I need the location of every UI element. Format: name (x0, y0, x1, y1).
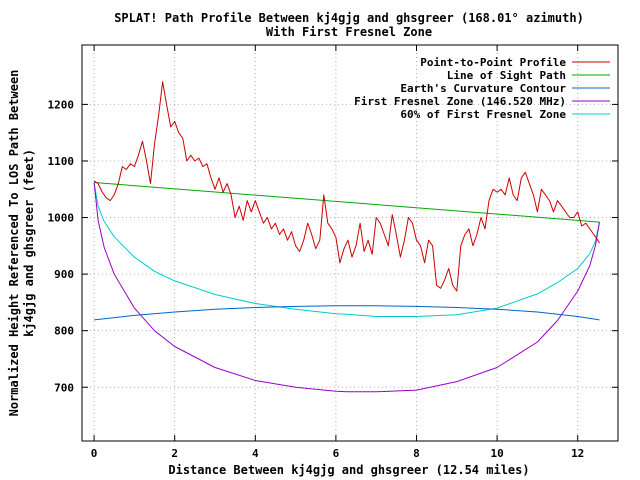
x-tick-label: 2 (171, 447, 178, 460)
series-line-earth-s-curvature-contour (94, 305, 600, 321)
y-axis-ticks: 700 800 900 1000 1100 1200 (48, 98, 618, 394)
x-tick-label: 4 (252, 447, 259, 460)
y-tick-label: 700 (54, 381, 74, 394)
x-tick-label: 8 (413, 447, 420, 460)
legend-label-60-of-first-fresnel-zone: 60% of First Fresnel Zone (400, 108, 566, 121)
y-axis-label-line1: Normalized Height Referenced To LOS Path… (7, 70, 21, 417)
y-axis-label-line2: kj4gjg and ghsgreer (feet) (22, 149, 36, 337)
y-tick-label: 900 (54, 268, 74, 281)
legend-label-point-to-point-profile: Point-to-Point Profile (420, 56, 566, 69)
chart-title: SPLAT! Path Profile Between kj4gjg and g… (114, 11, 584, 25)
x-tick-label: 12 (571, 447, 584, 460)
y-tick-label: 1000 (48, 212, 75, 225)
series-line-first-fresnel-zone-146-520-mhz (93, 182, 600, 393)
legend-label-first-fresnel-zone-146-520-mhz: First Fresnel Zone (146.520 MHz) (354, 95, 566, 108)
x-axis-ticks: 0 2 4 6 8 10 12 (91, 45, 584, 460)
series-line-60-of-first-fresnel-zone (93, 182, 600, 317)
grid-lines (82, 45, 618, 441)
x-tick-label: 6 (333, 447, 340, 460)
series-layer (93, 81, 600, 393)
legend-label-earth-s-curvature-contour: Earth's Curvature Contour (400, 82, 566, 95)
x-axis-label: Distance Between kj4gjg and ghsgreer (12… (168, 463, 529, 477)
series-line-point-to-point-profile (93, 81, 600, 292)
y-tick-label: 1200 (48, 98, 75, 111)
x-tick-label: 0 (91, 447, 98, 460)
plot-frame (81, 44, 619, 442)
series-line-line-of-sight-path (94, 182, 600, 223)
y-tick-label: 1100 (48, 155, 75, 168)
legend-label-line-of-sight-path: Line of Sight Path (447, 69, 566, 82)
x-tick-label: 10 (490, 447, 503, 460)
y-tick-label: 800 (54, 325, 74, 338)
chart-subtitle: With First Fresnel Zone (266, 25, 432, 39)
